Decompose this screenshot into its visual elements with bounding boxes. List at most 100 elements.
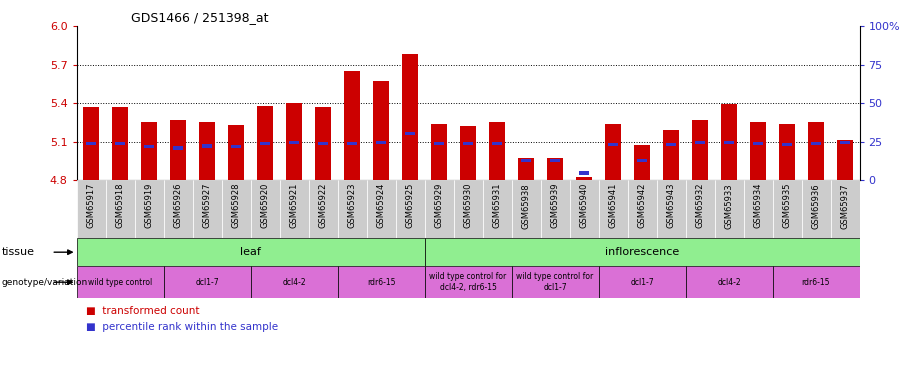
Text: GSM65941: GSM65941 — [608, 183, 617, 228]
Text: GSM65918: GSM65918 — [115, 183, 124, 228]
Text: tissue: tissue — [2, 247, 35, 257]
Bar — [521, 159, 531, 162]
Bar — [724, 141, 734, 144]
Bar — [492, 142, 502, 145]
Bar — [112, 107, 128, 180]
Text: wild type control for
dcl1-7: wild type control for dcl1-7 — [517, 273, 594, 292]
Text: GSM65919: GSM65919 — [145, 183, 154, 228]
Bar — [663, 130, 679, 180]
Bar — [811, 142, 821, 145]
Text: GSM65926: GSM65926 — [174, 183, 183, 228]
Bar — [598, 180, 627, 238]
Bar — [482, 180, 511, 238]
Bar — [170, 120, 186, 180]
Bar — [608, 142, 618, 146]
Text: GSM65928: GSM65928 — [231, 183, 240, 228]
Bar — [634, 146, 650, 180]
Bar — [666, 142, 676, 146]
Text: GSM65940: GSM65940 — [580, 183, 589, 228]
Bar — [346, 142, 357, 145]
Bar — [511, 266, 598, 298]
Bar — [831, 180, 860, 238]
Bar — [250, 180, 280, 238]
Bar — [425, 266, 511, 298]
Text: rdr6-15: rdr6-15 — [367, 278, 395, 287]
Text: GSM65925: GSM65925 — [406, 183, 415, 228]
Text: dcl4-2: dcl4-2 — [283, 278, 306, 287]
Text: leaf: leaf — [240, 247, 261, 257]
Bar — [695, 141, 705, 144]
Bar — [76, 180, 105, 238]
Text: GDS1466 / 251398_at: GDS1466 / 251398_at — [130, 11, 268, 24]
Bar — [376, 141, 386, 144]
Bar — [141, 122, 157, 180]
Text: GSM65938: GSM65938 — [521, 183, 530, 228]
Bar — [431, 124, 447, 180]
Bar — [338, 180, 366, 238]
Bar — [83, 107, 99, 180]
Bar — [489, 122, 505, 180]
Bar — [144, 145, 154, 148]
Text: rdr6-15: rdr6-15 — [802, 278, 830, 287]
Text: GSM65934: GSM65934 — [753, 183, 762, 228]
Text: dcl4-2: dcl4-2 — [717, 278, 741, 287]
Bar — [76, 266, 164, 298]
Bar — [250, 266, 338, 298]
Text: GSM65924: GSM65924 — [376, 183, 385, 228]
Text: GSM65922: GSM65922 — [319, 183, 328, 228]
Text: wild type control for
dcl4-2, rdr6-15: wild type control for dcl4-2, rdr6-15 — [429, 273, 507, 292]
Bar — [425, 180, 454, 238]
Bar — [750, 122, 766, 180]
Bar — [576, 177, 592, 180]
Text: GSM65929: GSM65929 — [435, 183, 444, 228]
Bar — [454, 180, 482, 238]
Text: inflorescence: inflorescence — [605, 247, 680, 257]
Bar — [318, 142, 328, 145]
Text: GSM65935: GSM65935 — [782, 183, 791, 228]
Bar — [76, 238, 425, 266]
Bar — [395, 180, 425, 238]
Bar — [173, 146, 183, 150]
Bar — [518, 158, 534, 180]
Bar — [511, 180, 541, 238]
Bar — [743, 180, 772, 238]
Bar — [86, 142, 96, 145]
Bar — [686, 266, 772, 298]
Bar — [228, 125, 244, 180]
Bar — [721, 104, 737, 180]
Bar — [164, 266, 250, 298]
Bar — [280, 180, 309, 238]
Text: ■  transformed count: ■ transformed count — [86, 306, 199, 316]
Bar — [753, 142, 763, 145]
Text: GSM65939: GSM65939 — [551, 183, 560, 228]
Bar — [779, 124, 795, 180]
Text: GSM65942: GSM65942 — [637, 183, 646, 228]
Text: wild type control: wild type control — [88, 278, 152, 287]
Bar — [772, 180, 802, 238]
Text: GSM65927: GSM65927 — [202, 183, 211, 228]
Bar — [686, 180, 715, 238]
Bar — [315, 107, 331, 180]
Text: GSM65936: GSM65936 — [812, 183, 821, 228]
Bar — [434, 142, 444, 145]
Bar — [289, 141, 299, 144]
Bar — [164, 180, 193, 238]
Bar — [199, 122, 215, 180]
Text: GSM65917: GSM65917 — [86, 183, 95, 228]
Text: genotype/variation: genotype/variation — [2, 278, 88, 287]
Bar — [547, 158, 563, 180]
Bar — [808, 122, 824, 180]
Bar — [202, 144, 212, 148]
Bar — [405, 132, 415, 135]
Bar — [309, 180, 338, 238]
Text: GSM65932: GSM65932 — [696, 183, 705, 228]
Bar — [637, 159, 647, 162]
Bar — [605, 124, 621, 180]
Bar — [715, 180, 743, 238]
Text: GSM65921: GSM65921 — [290, 183, 299, 228]
Text: GSM65923: GSM65923 — [347, 183, 356, 228]
Bar — [366, 180, 395, 238]
Bar — [627, 180, 656, 238]
Text: GSM65937: GSM65937 — [841, 183, 850, 228]
Bar — [692, 120, 708, 180]
